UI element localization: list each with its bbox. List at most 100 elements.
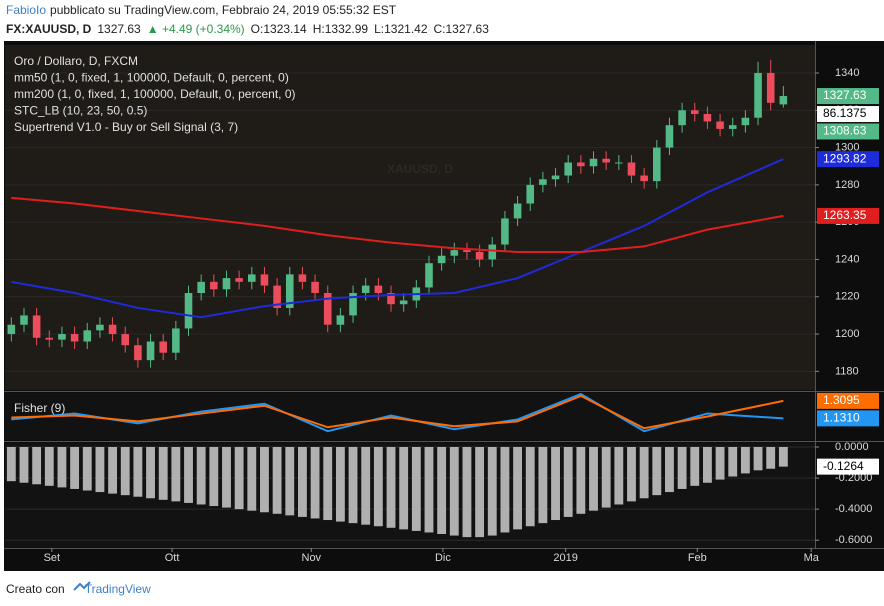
candle-body [450, 250, 459, 256]
candle-body [273, 285, 281, 308]
price-tag-label: -0.1264 [823, 459, 864, 473]
candle-body [602, 158, 610, 163]
histogram-bar [95, 446, 105, 493]
histogram-bar [348, 446, 358, 524]
histogram-bar [386, 446, 396, 528]
y-tick-label: -0.2000 [835, 472, 872, 484]
x-tick-label: Set [44, 552, 61, 564]
candle-body [108, 324, 117, 335]
histogram-bar [665, 446, 674, 493]
candle-body [513, 203, 522, 219]
candle-body [539, 179, 547, 185]
candle-body [248, 274, 256, 282]
candle-body [361, 285, 370, 294]
histogram-bar [728, 446, 738, 477]
histogram-bar [487, 446, 497, 536]
histogram-chart: 0.0000 -0.2000 -0.4000 -0.6000 -0.1264 [5, 441, 879, 546]
candle-body [766, 72, 775, 103]
histogram-bar [44, 446, 54, 486]
histogram-bar [82, 446, 92, 491]
y-tick-label: 1240 [835, 253, 859, 265]
candle-body [678, 110, 686, 126]
footer-brand[interactable]: TradingView [85, 582, 151, 596]
candle-body [7, 324, 16, 335]
candle-body [311, 281, 319, 294]
price-tag-label: 1263.35 [823, 208, 867, 222]
stc-tag-label: 86.1375 [823, 106, 867, 120]
fisher-chart: Fisher (9) 1.3095 1.1310 [11, 392, 879, 433]
y-tick-label: 0.0000 [835, 441, 869, 453]
candle-body [134, 345, 142, 361]
candle-body [640, 175, 648, 182]
price-tag [817, 151, 879, 168]
candle-body [475, 252, 484, 260]
histogram-bar [222, 446, 231, 508]
histogram-bar [323, 446, 333, 521]
histogram-bar [449, 446, 459, 536]
series-line [11, 196, 784, 253]
x-tick-label: Feb [688, 552, 707, 564]
candle-body [197, 281, 205, 294]
header-line: FabioIo pubblicato su TradingView.com, Fe… [6, 3, 397, 17]
candle-body [488, 244, 497, 260]
low: L:1321.42 [374, 22, 428, 36]
footer-prefix: Creato con [6, 582, 65, 596]
stc-tag [817, 106, 879, 123]
histogram-bar [361, 446, 371, 525]
candle-body [589, 158, 598, 167]
x-tick-label: Dic [435, 552, 451, 564]
histogram-bar [260, 446, 269, 513]
histogram-bar [551, 446, 560, 521]
histogram-bar [209, 446, 219, 507]
legend-entry: mm200 (1, 0, fixed, 1, 100000, Default, … [14, 87, 296, 101]
candle-body [463, 250, 471, 252]
price-chart: XAUUSD, D1180120012201240126012801300132… [5, 54, 879, 564]
histogram-bar [335, 446, 345, 522]
candle-body [728, 125, 737, 129]
price-tag-label: 1308.63 [823, 124, 867, 138]
histogram-bar [589, 446, 598, 511]
histogram-bar [753, 446, 763, 471]
candle-body [146, 341, 155, 361]
symbol: FX:XAUUSD, D [6, 22, 92, 36]
candle-body [172, 328, 180, 353]
histogram-bar [247, 446, 257, 511]
series-line [11, 394, 784, 430]
price-tag [817, 410, 879, 427]
histogram-bar [475, 446, 485, 538]
candle-body [32, 315, 41, 338]
author[interactable]: FabioIo [6, 3, 46, 17]
change: ▲ +4.49 (+0.34%) [147, 22, 245, 36]
histogram-bar [513, 446, 523, 530]
candle-body [336, 315, 345, 325]
candle-body [184, 293, 193, 329]
candle-body [210, 281, 218, 290]
x-tick-label: Ma [804, 552, 820, 564]
histogram-bar [614, 446, 624, 505]
histogram-bar [133, 446, 143, 497]
candle-body [285, 274, 294, 308]
candle-body [235, 278, 243, 282]
candle-body [526, 184, 535, 204]
candle-body [20, 315, 28, 325]
symbol-line: FX:XAUUSD, D 1327.63 ▲ +4.49 (+0.34%) O:132… [6, 22, 489, 36]
histogram-bar [437, 446, 447, 535]
histogram-bar [19, 446, 29, 483]
last-price: 1327.63 [97, 22, 141, 36]
footer: Creato con TradingView [6, 582, 151, 596]
candle-body [260, 274, 269, 286]
candle-body [564, 162, 572, 176]
histogram-bar [702, 446, 712, 483]
candle-body [83, 330, 92, 342]
histogram-bar [184, 446, 193, 503]
price-tag [817, 458, 879, 475]
candle-body [70, 334, 79, 342]
price-tag [817, 207, 879, 224]
histogram-bar [715, 446, 725, 480]
histogram-bar [677, 446, 687, 489]
histogram-bar [272, 446, 282, 514]
open: O:1323.14 [251, 22, 307, 36]
candle-body [741, 117, 750, 126]
candle-body [298, 274, 307, 282]
